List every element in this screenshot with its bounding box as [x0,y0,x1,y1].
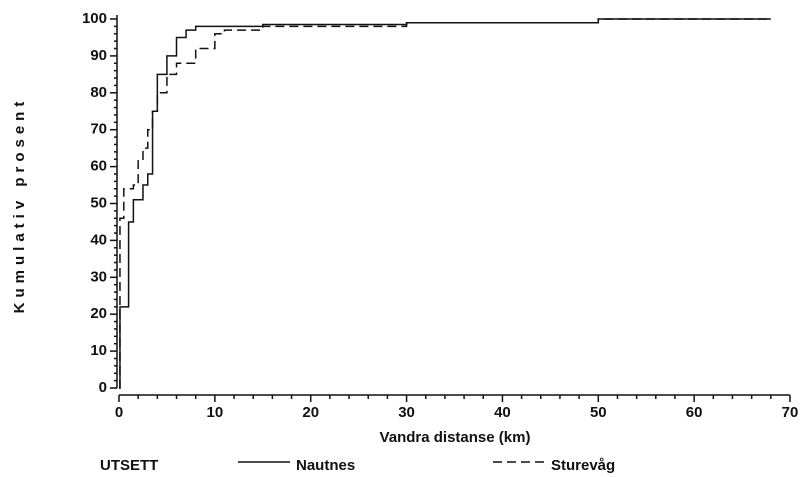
legend-label: Sturevåg [551,457,615,474]
y-tick-label: 60 [90,158,107,175]
x-axis-label: Vandra distanse (km) [380,429,531,446]
y-tick-label: 20 [90,305,107,322]
x-tick-label: 60 [686,404,703,421]
legend-label: Nautnes [296,457,355,474]
x-tick-label: 30 [398,404,415,421]
x-tick-label: 20 [302,404,319,421]
x-tick-label: 0 [115,404,123,421]
x-tick-label: 40 [494,404,511,421]
y-tick-label: 0 [99,379,107,396]
y-tick-label: 50 [90,194,107,211]
y-tick-label: 80 [90,84,107,101]
x-tick-label: 70 [782,404,799,421]
data-line [119,18,771,389]
x-tick-label: 10 [207,404,224,421]
y-tick-label: 30 [90,268,107,285]
y-tick-label: 40 [90,231,107,248]
y-tick-label: 70 [90,121,107,138]
y-axis-label: Kumulativ prosent [11,97,28,314]
legend-title: UTSETT [100,457,158,474]
y-tick-label: 10 [90,342,107,359]
y-tick-label: 90 [90,47,107,64]
y-tick-label: 100 [82,10,107,27]
data-line [119,18,771,389]
x-tick-label: 50 [590,404,607,421]
